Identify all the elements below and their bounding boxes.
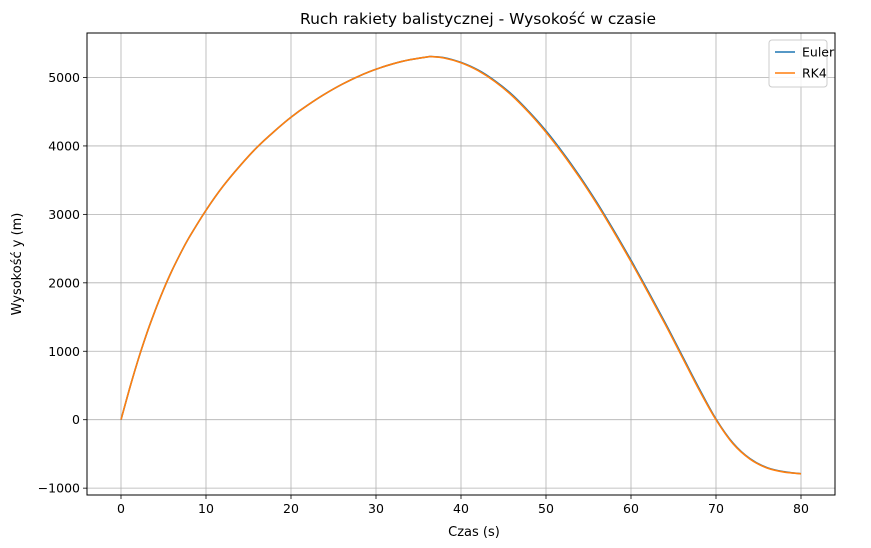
legend-label: RK4 <box>802 66 827 81</box>
x-tick-label: 40 <box>453 501 469 516</box>
legend: Euler RK4 <box>768 39 835 88</box>
x-axis-ticks: 0 10 20 30 40 50 60 70 80 <box>117 495 809 516</box>
x-tick-label: 0 <box>117 501 125 516</box>
x-tick-label: 80 <box>793 501 809 516</box>
y-axis-label: Wysokość y (m) <box>10 213 25 316</box>
legend-label: Euler <box>802 45 835 60</box>
x-tick-label: 50 <box>538 501 554 516</box>
grid <box>87 33 835 495</box>
y-tick-label: 4000 <box>48 138 80 153</box>
y-axis-ticks: −1000 0 1000 2000 3000 4000 5000 <box>38 70 87 496</box>
x-tick-label: 20 <box>283 501 299 516</box>
y-tick-label: 0 <box>72 412 80 427</box>
y-tick-label: 2000 <box>48 275 80 290</box>
y-tick-label: 1000 <box>48 344 80 359</box>
y-tick-label: 5000 <box>48 70 80 85</box>
x-tick-label: 70 <box>708 501 724 516</box>
x-axis-label: Czas (s) <box>448 525 500 540</box>
x-tick-label: 60 <box>623 501 639 516</box>
y-tick-label: 3000 <box>48 207 80 222</box>
x-tick-label: 30 <box>368 501 384 516</box>
series-line-rk4 <box>120 55 802 475</box>
chart-title: Ruch rakiety balistycznej - Wysokość w c… <box>300 10 656 28</box>
y-tick-label: −1000 <box>38 481 80 496</box>
x-tick-label: 10 <box>198 501 214 516</box>
series-lines <box>120 55 802 475</box>
